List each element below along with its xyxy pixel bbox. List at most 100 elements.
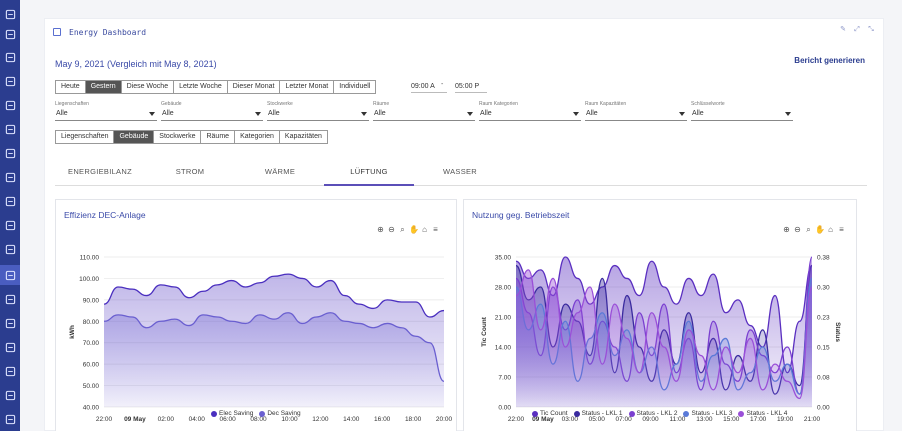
filter-select[interactable]: Gebäude Alle (161, 101, 263, 121)
filter-value[interactable]: Alle (373, 108, 475, 121)
period-button[interactable]: Gestern (85, 81, 122, 93)
zoom-out-icon[interactable]: ⊖ (388, 225, 395, 234)
y2-axis-label: Status (834, 322, 841, 342)
zoom-out-icon[interactable]: ⊖ (794, 225, 801, 234)
filter-value[interactable]: Alle (691, 108, 793, 121)
date-title: May 9, 2021 (Vergleich mit May 8, 2021) (55, 59, 217, 69)
tab-energiebilanz[interactable]: ENERGIEBILANZ (68, 167, 132, 176)
filter-select[interactable]: Schlüsselworte Alle (691, 101, 793, 121)
magnify-icon[interactable]: ⌕ (806, 225, 811, 234)
filter-select[interactable]: Liegenschaften Alle (55, 101, 157, 121)
group-button[interactable]: Räume (201, 131, 236, 143)
period-button[interactable]: Individuell (334, 81, 376, 93)
group-button[interactable]: Kapazitäten (279, 131, 327, 143)
legend-item[interactable]: Status - LKL 4 (738, 410, 787, 417)
period-button[interactable]: Dieser Monat (227, 81, 281, 93)
filter-value[interactable]: Alle (585, 108, 687, 121)
y-tick-label: 90.00 (83, 297, 100, 304)
group-button[interactable]: Gebäude (114, 131, 155, 143)
period-button[interactable]: Letzter Monat (280, 81, 335, 93)
x-tick-label: 03:00 (562, 416, 579, 423)
filter-select[interactable]: Raum Kategorien Alle (479, 101, 581, 121)
chart-legend: Tic Count Status - LKL 1 Status - LKL 2 Sta… (532, 410, 787, 417)
menu-icon[interactable]: ≡ (433, 225, 438, 234)
series-line (515, 269, 813, 400)
tab-wasser[interactable]: WASSER (442, 167, 478, 176)
period-button[interactable]: Heute (56, 81, 86, 93)
user-plus-icon[interactable] (3, 50, 17, 64)
window-controls: ✎ ⤢ ⤡ (839, 26, 875, 34)
tab-lüftung[interactable]: LÜFTUNG (324, 164, 414, 186)
dashboard-icon[interactable] (3, 7, 17, 21)
legend-item[interactable]: Dec Saving (259, 410, 301, 417)
time-from-input[interactable]: 09:00 A (411, 80, 447, 93)
person-icon[interactable] (3, 218, 17, 232)
network-icon[interactable] (3, 74, 17, 88)
y-tick-label: 50.00 (83, 383, 100, 390)
send-icon[interactable] (3, 98, 17, 112)
x-tick-label: 02:00 (158, 416, 175, 423)
panel-icon[interactable] (53, 28, 61, 36)
flag-icon[interactable] (3, 27, 17, 41)
filter-value-text: Alle (480, 110, 492, 117)
settings-icon[interactable] (3, 412, 17, 426)
report-icon[interactable] (3, 388, 17, 402)
y-tick-label: 35.00 (495, 255, 512, 262)
y-tick-label: 70.00 (83, 340, 100, 347)
magnify-icon[interactable]: ⌕ (400, 225, 405, 234)
tools-icon[interactable] (3, 146, 17, 160)
document-icon[interactable] (3, 242, 17, 256)
zoom-in-icon[interactable]: ⊕ (783, 225, 790, 234)
home-icon[interactable] (0, 265, 20, 285)
legend-item[interactable]: Elec Saving (211, 410, 253, 417)
filter-value[interactable]: Alle (267, 108, 369, 121)
chevron-down-icon (785, 112, 791, 116)
edit-icon[interactable]: ✎ (840, 26, 846, 33)
table-icon[interactable] (3, 364, 17, 378)
filter-select[interactable]: Räume Alle (373, 101, 475, 121)
reset-home-icon[interactable]: ⌂ (422, 225, 427, 234)
group-button[interactable]: Kategorien (235, 131, 280, 143)
tab-strom[interactable]: STROM (175, 167, 205, 176)
legend-item[interactable]: Tic Count (532, 410, 568, 417)
pan-icon[interactable]: ✋ (409, 225, 419, 234)
legend-item[interactable]: Status - LKL 3 (683, 410, 732, 417)
expand-icon[interactable]: ⤡ (868, 26, 874, 33)
tab-wärme[interactable]: WÄRME (264, 167, 296, 176)
period-button[interactable]: Diese Woche (121, 81, 175, 93)
filter-value[interactable]: Alle (161, 108, 263, 121)
x-tick-label: 22:00 (508, 416, 525, 423)
chevron-down-icon (679, 112, 685, 116)
filter-value-text: Alle (56, 110, 68, 117)
filter-select[interactable]: Raum Kapazitäten Alle (585, 101, 687, 121)
chart-icon[interactable] (3, 316, 17, 330)
filter-value[interactable]: Alle (479, 108, 581, 121)
series-line (103, 273, 445, 318)
ledger-icon[interactable] (3, 170, 17, 184)
grid-icon[interactable] (3, 340, 17, 354)
period-button[interactable]: Letzte Woche (174, 81, 228, 93)
time-to-input[interactable]: 05:00 P (455, 80, 487, 93)
zoom-in-icon[interactable]: ⊕ (377, 225, 384, 234)
legend-marker (738, 410, 745, 417)
legend-item[interactable]: Status - LKL 2 (628, 410, 677, 417)
pin-icon[interactable]: ⤢ (854, 26, 860, 33)
menu-icon[interactable]: ≡ (839, 225, 844, 234)
filter-value[interactable]: Alle (55, 108, 157, 121)
legend-marker (532, 410, 538, 417)
group-button[interactable]: Liegenschaften (56, 131, 115, 143)
filter-value-text: Alle (374, 110, 386, 117)
building-icon[interactable] (3, 122, 17, 136)
filter-select[interactable]: Stockwerke Alle (267, 101, 369, 121)
filter-value-text: Alle (162, 110, 174, 117)
tree-icon[interactable] (3, 292, 17, 306)
y2-tick-label: 0.38 (817, 255, 830, 262)
reset-home-icon[interactable]: ⌂ (828, 225, 833, 234)
group-button[interactable]: Stockwerke (154, 131, 202, 143)
pan-icon[interactable]: ✋ (815, 225, 825, 234)
sidebar (0, 0, 20, 431)
legend-item[interactable]: Status - LKL 1 (573, 410, 623, 417)
generate-report-link[interactable]: Bericht generieren (794, 56, 865, 65)
x-tick-label: 20:00 (436, 416, 453, 423)
cart-icon[interactable] (3, 194, 17, 208)
